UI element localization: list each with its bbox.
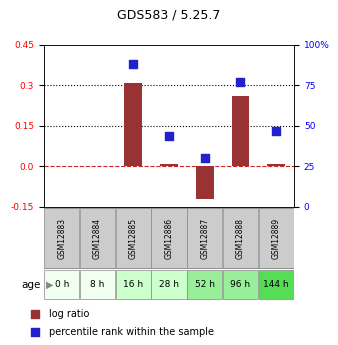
Bar <box>259 270 294 299</box>
Point <box>130 61 136 67</box>
Text: GSM12884: GSM12884 <box>93 217 102 259</box>
Bar <box>267 164 285 167</box>
Text: 8 h: 8 h <box>90 280 105 289</box>
Text: age: age <box>21 280 41 289</box>
Bar <box>80 208 115 268</box>
Text: GSM12886: GSM12886 <box>165 217 173 259</box>
Text: GSM12883: GSM12883 <box>57 217 66 259</box>
Bar <box>151 270 187 299</box>
Bar <box>151 208 187 268</box>
Text: 28 h: 28 h <box>159 280 179 289</box>
Bar <box>223 208 258 268</box>
Text: 16 h: 16 h <box>123 280 143 289</box>
Bar <box>187 208 222 268</box>
Bar <box>44 208 79 268</box>
Text: 144 h: 144 h <box>263 280 289 289</box>
Text: GSM12888: GSM12888 <box>236 218 245 258</box>
Text: 96 h: 96 h <box>231 280 250 289</box>
Bar <box>160 164 178 167</box>
Bar <box>44 270 79 299</box>
Point <box>238 79 243 85</box>
Bar <box>124 83 142 167</box>
Point <box>202 156 208 161</box>
Bar <box>232 96 249 167</box>
Bar <box>259 208 294 268</box>
Text: log ratio: log ratio <box>49 309 90 319</box>
Text: 52 h: 52 h <box>195 280 215 289</box>
Bar <box>80 270 115 299</box>
Point <box>273 128 279 134</box>
Bar <box>223 270 258 299</box>
Text: GSM12887: GSM12887 <box>200 217 209 259</box>
Bar <box>187 270 222 299</box>
Text: GSM12889: GSM12889 <box>272 217 281 259</box>
Bar <box>116 208 151 268</box>
Point <box>166 133 172 138</box>
Text: 0 h: 0 h <box>55 280 69 289</box>
Text: ▶: ▶ <box>46 280 53 289</box>
Text: GSM12885: GSM12885 <box>129 217 138 259</box>
Bar <box>196 167 214 199</box>
Text: GDS583 / 5.25.7: GDS583 / 5.25.7 <box>117 9 221 22</box>
Point <box>33 329 38 335</box>
Bar <box>116 270 151 299</box>
Text: percentile rank within the sample: percentile rank within the sample <box>49 327 214 337</box>
Point <box>33 312 38 317</box>
